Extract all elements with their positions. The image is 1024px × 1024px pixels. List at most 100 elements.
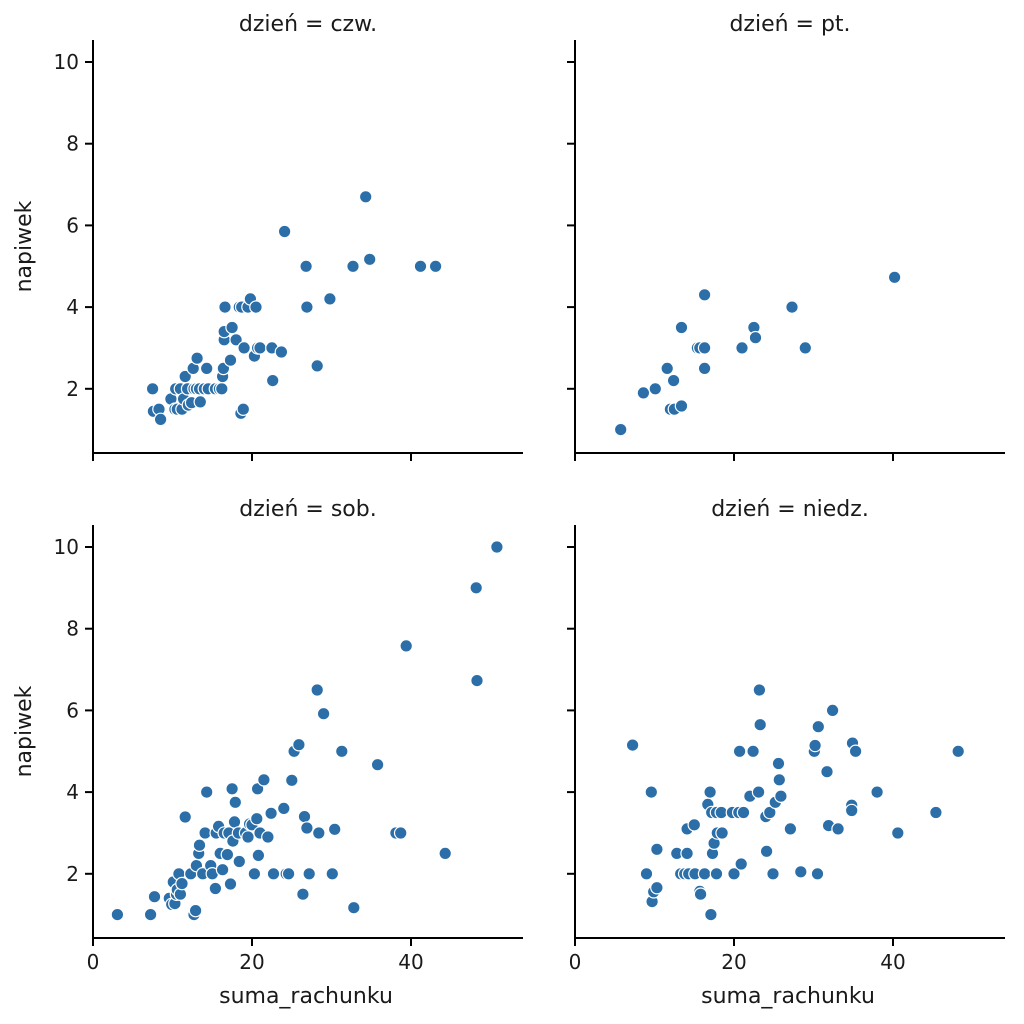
data-point — [323, 292, 337, 306]
x-tick-label: 40 — [398, 950, 423, 974]
data-point — [370, 757, 385, 772]
data-point — [251, 848, 266, 863]
data-point — [346, 259, 360, 274]
data-point — [292, 737, 306, 752]
data-point — [751, 785, 766, 799]
data-point — [650, 842, 664, 857]
data-point — [703, 785, 717, 799]
data-point — [752, 683, 767, 697]
data-point — [715, 826, 729, 840]
data-point — [297, 809, 312, 824]
data-point — [660, 361, 674, 376]
data-point — [808, 738, 822, 753]
data-point — [887, 270, 902, 285]
data-point — [190, 351, 204, 365]
data-point — [276, 801, 291, 816]
data-point — [798, 341, 813, 355]
data-point — [693, 887, 708, 901]
data-point — [362, 252, 377, 267]
y-tick-label: 2 — [66, 377, 79, 401]
panel-title: dzień = czw. — [239, 12, 377, 37]
data-point — [734, 857, 748, 871]
data-point — [825, 703, 840, 718]
data-point — [785, 300, 799, 314]
y-axis-label: napiwek — [12, 685, 37, 777]
data-point — [870, 785, 884, 799]
data-point — [228, 795, 243, 810]
data-point — [399, 639, 413, 653]
data-point — [153, 412, 168, 427]
data-point — [613, 422, 628, 437]
data-point — [470, 673, 484, 688]
data-point — [831, 822, 845, 836]
data-point — [225, 320, 239, 335]
data-point — [762, 805, 777, 820]
data-point — [469, 580, 483, 595]
data-point — [753, 717, 767, 732]
y-tick-label: 10 — [54, 535, 79, 559]
data-point — [284, 773, 299, 788]
data-point — [311, 826, 326, 840]
data-point — [680, 846, 694, 861]
data-point — [247, 866, 262, 881]
data-point — [674, 320, 689, 335]
data-point — [215, 381, 229, 396]
data-point — [428, 259, 443, 274]
data-point — [281, 866, 296, 881]
data-point — [264, 806, 278, 821]
y-tick-label: 8 — [66, 132, 79, 156]
panel-3: dzień = sob. 2 4 6 8 10 0 20 40 napiwek suma_rachu… — [12, 497, 523, 1009]
data-point — [237, 341, 251, 355]
y-axis-label: napiwek — [12, 200, 37, 292]
data-point — [193, 395, 208, 409]
data-point — [300, 821, 314, 835]
data-point — [704, 907, 718, 922]
y-tick-label: 4 — [66, 780, 79, 804]
data-point — [772, 772, 787, 787]
data-point — [732, 744, 747, 759]
panel-2: dzień = pt. — [567, 12, 1005, 461]
y-tick-label: 10 — [54, 50, 79, 74]
data-point — [334, 744, 349, 759]
panel-title: dzień = pt. — [729, 12, 850, 37]
data-point — [759, 844, 774, 859]
data-point — [249, 300, 263, 314]
x-axis-label: suma_rachunku — [219, 984, 393, 1009]
data-point — [192, 838, 207, 852]
data-point — [253, 341, 267, 355]
y-tick-label: 4 — [66, 295, 79, 319]
panel-title: dzień = sob. — [239, 497, 376, 522]
data-point — [325, 866, 340, 881]
data-point — [709, 866, 724, 881]
data-point — [736, 805, 751, 820]
data-point — [810, 866, 825, 881]
data-point — [951, 744, 965, 759]
data-point — [215, 862, 230, 877]
data-point — [145, 381, 160, 396]
data-point — [644, 785, 659, 799]
data-point — [277, 224, 292, 239]
data-point — [666, 373, 681, 388]
data-point — [316, 706, 331, 721]
data-point — [639, 866, 654, 881]
y-tick-label: 2 — [66, 862, 79, 886]
data-point — [249, 811, 264, 826]
data-point — [413, 259, 428, 274]
panel-title: dzień = niedz. — [711, 497, 869, 522]
data-point — [774, 789, 788, 803]
data-point — [674, 399, 689, 413]
x-tick-label: 0 — [87, 950, 100, 974]
data-point — [223, 877, 238, 891]
data-point — [820, 764, 834, 779]
data-point — [358, 190, 373, 204]
data-point — [199, 785, 214, 799]
data-point — [727, 866, 741, 881]
data-point — [199, 361, 214, 376]
data-point — [811, 719, 826, 734]
data-point — [490, 540, 504, 554]
data-point — [844, 803, 859, 818]
data-point — [232, 854, 247, 869]
data-point — [147, 889, 162, 904]
